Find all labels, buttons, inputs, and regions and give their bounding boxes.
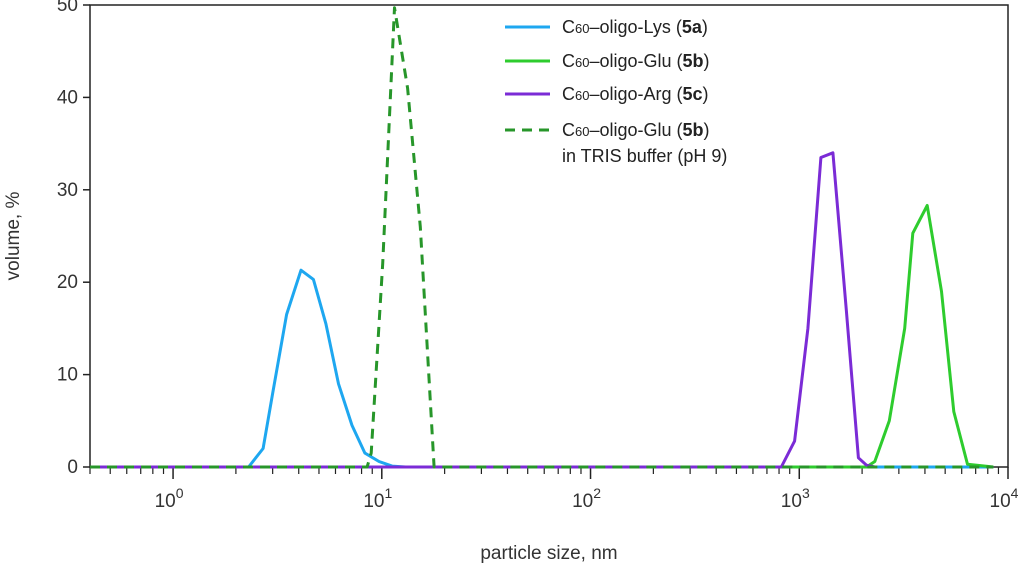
axes: 0 10 20 30 40 50 100 101 102 103 104 particle size,… xyxy=(3,0,1019,564)
series-line-glu_tris xyxy=(90,6,994,469)
y-tick-label: 0 xyxy=(67,457,78,478)
plot-frame xyxy=(89,4,1009,468)
x-tick-label: 104 xyxy=(990,485,1019,512)
y-tick-label: 40 xyxy=(57,87,78,108)
legend-label-glu: C60–oligo-Glu (5b) xyxy=(562,51,710,71)
legend-label-lys: C60–oligo-Lys (5a) xyxy=(562,17,708,37)
x-axis-title: particle size, nm xyxy=(480,543,617,564)
y-tick-label: 50 xyxy=(57,0,78,16)
legend-label-arg: C60–oligo-Arg (5c) xyxy=(562,84,709,104)
legend: C60–oligo-Lys (5a) C60–oligo-Glu (5b) C60–… xyxy=(505,17,727,166)
series-line-lys xyxy=(90,268,994,469)
y-tick-label: 10 xyxy=(57,365,78,386)
y-tick-label: 30 xyxy=(57,180,78,201)
legend-label-line2-glu_tris: in TRIS buffer (pH 9) xyxy=(562,146,727,166)
x-tick-label: 101 xyxy=(363,485,392,512)
x-tick-label: 103 xyxy=(781,485,810,512)
legend-label-glu_tris: C60–oligo-Glu (5b) xyxy=(562,120,710,140)
x-tick-label: 102 xyxy=(572,485,601,512)
series-layer xyxy=(90,6,994,469)
series-line-arg xyxy=(90,151,876,469)
y-axis-title: volume, % xyxy=(3,192,24,281)
y-tick-label: 20 xyxy=(57,272,78,293)
series-line-glu xyxy=(90,204,994,469)
x-tick-label: 100 xyxy=(155,485,184,512)
